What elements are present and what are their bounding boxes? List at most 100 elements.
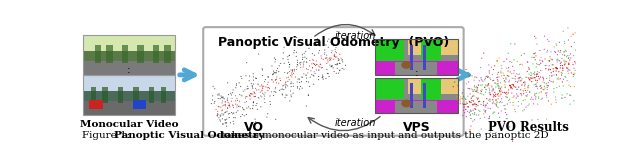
Point [253,83,263,85]
Point [536,69,546,72]
Point [532,81,542,84]
Point [267,79,277,81]
Point [573,59,584,61]
Point [452,95,462,98]
Point [502,93,512,96]
Point [577,46,588,49]
Point [257,89,268,92]
Point [275,89,285,92]
Point [561,50,572,53]
Point [494,76,504,78]
Point [541,67,551,70]
Point [565,85,575,88]
Point [504,84,515,87]
Point [319,53,330,56]
Point [262,87,273,89]
Text: :: : [127,65,131,75]
Point [558,30,568,33]
Point [571,61,581,64]
Point [595,75,605,78]
Point [554,41,564,44]
Point [242,88,252,90]
Point [259,85,269,88]
Point [552,58,563,60]
Point [227,97,237,100]
Point [466,101,476,104]
Point [271,78,282,81]
Bar [374,78,458,113]
Point [480,111,490,114]
Point [541,77,552,80]
Point [233,110,243,112]
Point [541,68,551,70]
Point [572,59,582,62]
Point [525,90,535,93]
Point [329,70,339,73]
Point [248,100,259,103]
Bar [374,78,458,113]
Point [520,87,530,90]
Point [214,94,224,96]
Point [232,104,243,106]
Point [484,89,495,91]
Point [528,63,538,65]
Point [543,100,554,102]
Point [531,63,541,65]
Point [516,79,526,81]
Point [532,79,543,82]
Point [228,106,239,109]
Point [499,81,509,83]
Point [509,77,519,80]
Point [527,73,537,75]
Point [557,81,568,83]
Point [278,84,289,87]
Point [569,85,579,88]
Point [283,58,293,61]
Point [292,85,303,88]
Point [585,58,595,61]
Bar [408,78,458,94]
Point [231,84,241,87]
Point [296,64,306,66]
Point [223,93,234,96]
Point [482,98,492,100]
Point [278,52,289,54]
Point [472,76,482,79]
Point [575,64,586,66]
Point [315,63,325,65]
Point [455,99,465,101]
Point [543,84,554,87]
Point [241,113,252,116]
Point [220,111,230,114]
Point [540,35,550,37]
Point [539,88,549,91]
Point [532,103,543,105]
Point [270,58,280,61]
Point [559,51,569,53]
Point [580,56,591,59]
Point [288,92,298,94]
Point [551,67,561,70]
Point [572,63,582,65]
Point [492,78,502,81]
Point [271,69,282,72]
Point [454,94,464,97]
Point [566,45,577,48]
Point [321,57,331,60]
Point [314,39,324,41]
Point [580,78,591,81]
Point [494,86,504,88]
Point [332,51,342,54]
Point [239,115,250,117]
Point [262,83,273,86]
Bar [90,100,103,109]
Point [521,94,531,97]
Point [305,59,315,62]
Point [470,102,480,104]
Point [335,62,345,65]
Point [488,99,498,101]
Point [220,104,230,107]
Point [584,45,595,47]
Point [581,67,591,69]
Point [332,56,342,58]
